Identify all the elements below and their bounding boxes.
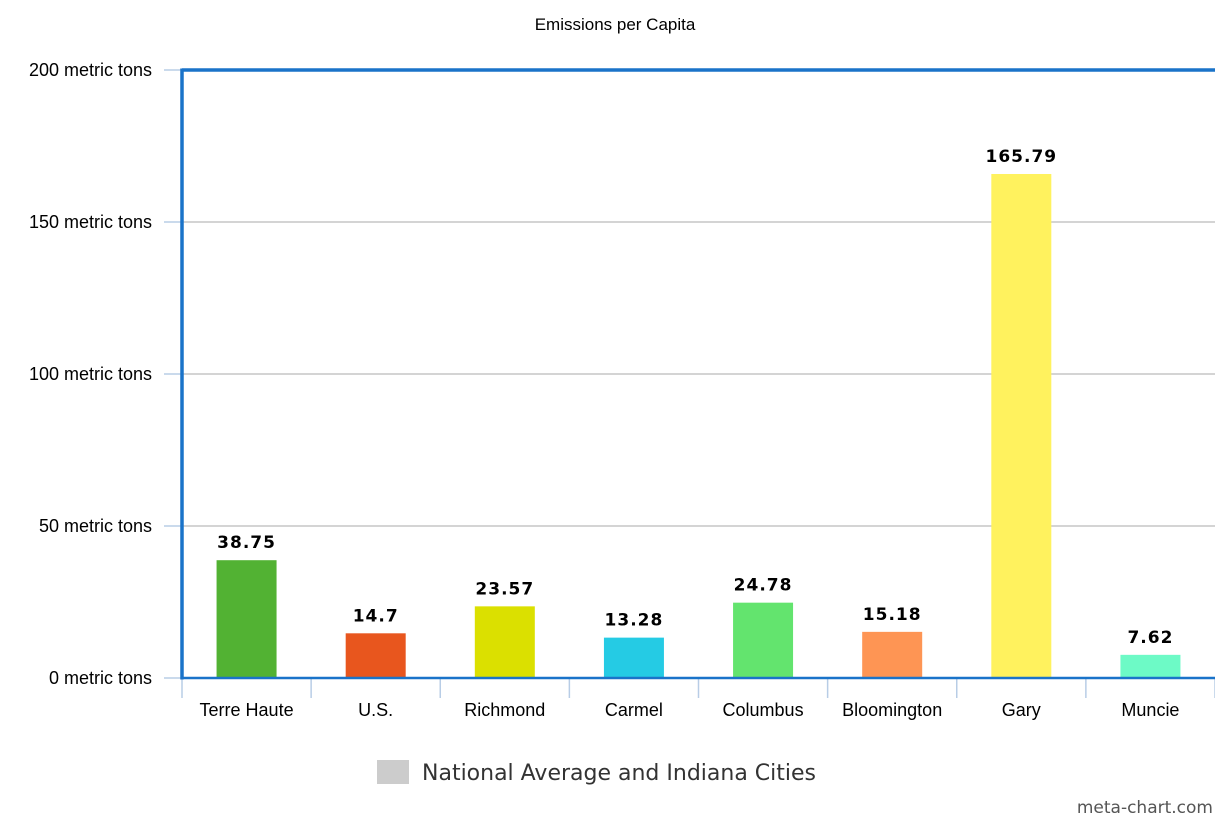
data-label: 165.79 — [986, 147, 1058, 167]
data-label: 38.75 — [217, 533, 276, 553]
bar — [474, 606, 535, 678]
x-tick-label: Muncie — [1121, 700, 1179, 720]
y-axis-tick-labels: 0 metric tons 50 metric tons 100 metric to… — [29, 60, 152, 688]
bar — [1120, 654, 1181, 678]
y-tick-label: 100 metric tons — [29, 364, 152, 384]
x-tick-label: Gary — [1002, 700, 1041, 720]
x-tick-label: Terre Haute — [200, 700, 294, 720]
x-tick-label: Bloomington — [842, 700, 942, 720]
grid-lines — [164, 69, 1215, 679]
y-tick-label: 150 metric tons — [29, 212, 152, 232]
bar — [603, 637, 664, 678]
data-label: 15.18 — [863, 605, 922, 625]
legend-label: National Average and Indiana Cities — [422, 761, 816, 786]
data-label: 13.28 — [605, 611, 664, 631]
y-tick-label: 0 metric tons — [49, 668, 152, 688]
x-tick-label: Richmond — [464, 700, 545, 720]
legend: National Average and Indiana Cities — [377, 760, 816, 786]
bar — [345, 633, 406, 678]
data-label: 14.7 — [353, 606, 399, 626]
chart-title: Emissions per Capita — [535, 15, 696, 34]
x-tick-label: U.S. — [358, 700, 393, 720]
bar — [216, 560, 277, 678]
bar — [862, 631, 923, 678]
axes — [180, 68, 1215, 698]
legend-swatch — [377, 760, 409, 784]
watermark: meta-chart.com — [1077, 798, 1213, 818]
x-tick-label: Carmel — [605, 700, 663, 720]
y-tick-label: 200 metric tons — [29, 60, 152, 80]
bar — [991, 173, 1052, 678]
bars — [216, 173, 1181, 678]
bar — [733, 602, 794, 678]
x-axis-tick-labels: Terre Haute U.S. Richmond Carmel Columbus Blo… — [200, 700, 1180, 720]
y-tick-label: 50 metric tons — [39, 516, 152, 536]
data-label: 24.78 — [734, 576, 793, 596]
x-tick-label: Columbus — [723, 700, 804, 720]
data-label: 7.62 — [1127, 628, 1173, 648]
data-label: 23.57 — [475, 579, 534, 599]
data-labels: 38.75 14.7 23.57 13.28 24.78 15.18 165.79 7.62 — [217, 147, 1173, 648]
